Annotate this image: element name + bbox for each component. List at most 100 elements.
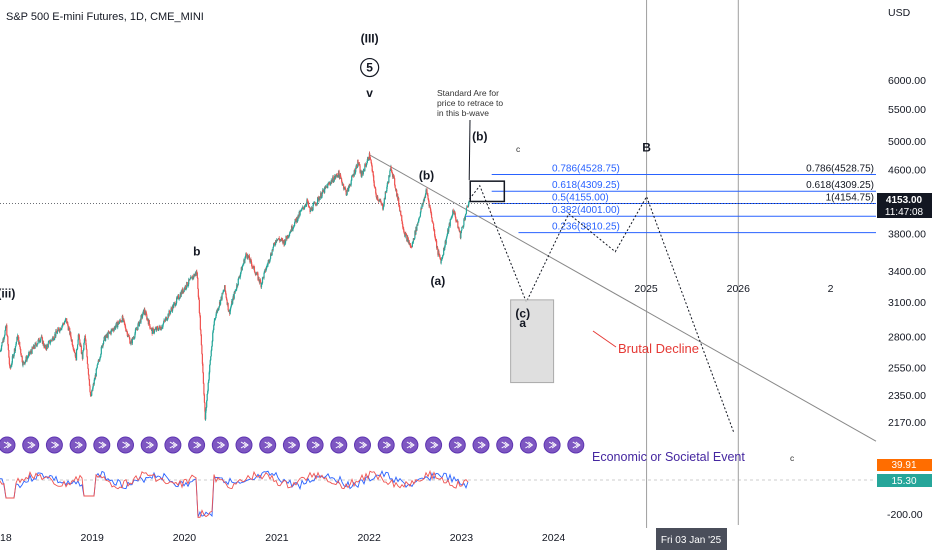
candle-body <box>62 323 65 324</box>
candle-body <box>40 337 42 339</box>
candle-body <box>0 345 3 350</box>
candle-body <box>239 277 241 279</box>
event-icon-glyph <box>27 441 36 449</box>
candle-body <box>351 176 353 181</box>
candle-body <box>315 204 318 206</box>
candle-body <box>301 208 303 210</box>
candle-body <box>467 206 469 208</box>
candle-body <box>382 204 384 210</box>
candle-body <box>327 184 329 189</box>
candle-body <box>343 184 345 189</box>
candle-body <box>232 298 234 304</box>
candle-body <box>446 234 448 237</box>
candle-body <box>418 218 420 222</box>
candle-body <box>321 192 323 197</box>
candle-body <box>147 318 149 321</box>
candle-body <box>219 299 222 305</box>
candle-body <box>99 356 101 359</box>
candle-body <box>405 233 407 236</box>
candle-body <box>402 227 404 229</box>
candle-body <box>224 285 226 291</box>
candle-body <box>272 250 274 251</box>
wave-label: (b) <box>419 169 434 183</box>
candle-body <box>7 344 9 351</box>
candle-body <box>316 202 318 205</box>
candle-body <box>239 274 241 278</box>
candle-body <box>276 239 278 242</box>
candle-body <box>208 372 210 380</box>
x-inline-tick: 2 <box>828 283 834 295</box>
candle-body <box>434 238 437 241</box>
candle-body <box>207 382 209 391</box>
candle-body <box>389 170 391 177</box>
candle-body <box>162 322 165 324</box>
candle-body <box>199 315 201 330</box>
candle-body <box>92 384 94 388</box>
candle-body <box>287 236 290 238</box>
candle-body <box>179 297 181 299</box>
event-icon-glyph <box>454 441 463 449</box>
candle-body <box>211 341 213 347</box>
candle-body <box>236 284 238 290</box>
event-icon <box>354 436 371 454</box>
event-icon <box>0 436 16 454</box>
candle-body <box>6 325 8 336</box>
candle-body <box>416 224 418 231</box>
candle-body <box>134 333 136 338</box>
candle-body <box>85 345 88 350</box>
candle-body <box>407 236 409 239</box>
candle-body <box>15 341 18 344</box>
candle-body <box>386 186 388 192</box>
candle-body <box>285 236 287 242</box>
candle-body <box>339 174 342 178</box>
event-icon <box>472 436 490 454</box>
candle-body <box>118 322 120 324</box>
candle-body <box>162 323 164 327</box>
candle-body <box>360 170 362 176</box>
candle-body <box>67 325 69 331</box>
candle-body <box>385 191 387 193</box>
candle-body <box>371 163 373 166</box>
candle-body <box>149 327 151 329</box>
candle-body <box>80 344 82 347</box>
candle-body <box>355 167 357 172</box>
candle-body <box>431 217 433 222</box>
candle-body <box>49 342 51 344</box>
candle-body <box>222 293 224 294</box>
candle-body <box>202 372 204 384</box>
candle-body <box>230 307 232 310</box>
candle-body <box>180 291 182 297</box>
candle-body <box>370 159 372 161</box>
event-icon <box>117 436 134 454</box>
candle-body <box>178 298 180 300</box>
candle-body <box>260 283 263 288</box>
candle-body <box>156 326 158 331</box>
price-badge-value: 4153.00 <box>886 195 923 206</box>
candle-body <box>311 210 314 212</box>
y-tick-label: 3100.00 <box>888 297 926 309</box>
candle-body <box>185 288 187 289</box>
note-arrow <box>468 119 471 181</box>
candle-body <box>218 306 220 309</box>
candle-body <box>216 308 219 313</box>
candle-body <box>168 310 170 317</box>
candle-body <box>304 207 306 208</box>
candle-body <box>189 278 191 280</box>
candle-body <box>397 193 399 200</box>
candle-body <box>223 291 225 293</box>
candle-body <box>321 196 323 198</box>
candle-body <box>50 339 52 343</box>
candle-body <box>271 250 273 256</box>
candle-body <box>361 171 363 178</box>
candle-body <box>63 322 66 325</box>
candle-body <box>297 219 299 222</box>
candle-body <box>213 318 216 322</box>
candle-body <box>336 174 338 177</box>
candle-body <box>233 292 235 299</box>
candle-body <box>112 329 114 331</box>
projection-c-label: c <box>790 453 795 463</box>
candle-body <box>462 226 464 228</box>
candle-body <box>209 364 211 373</box>
event-icon-glyph <box>193 441 202 449</box>
